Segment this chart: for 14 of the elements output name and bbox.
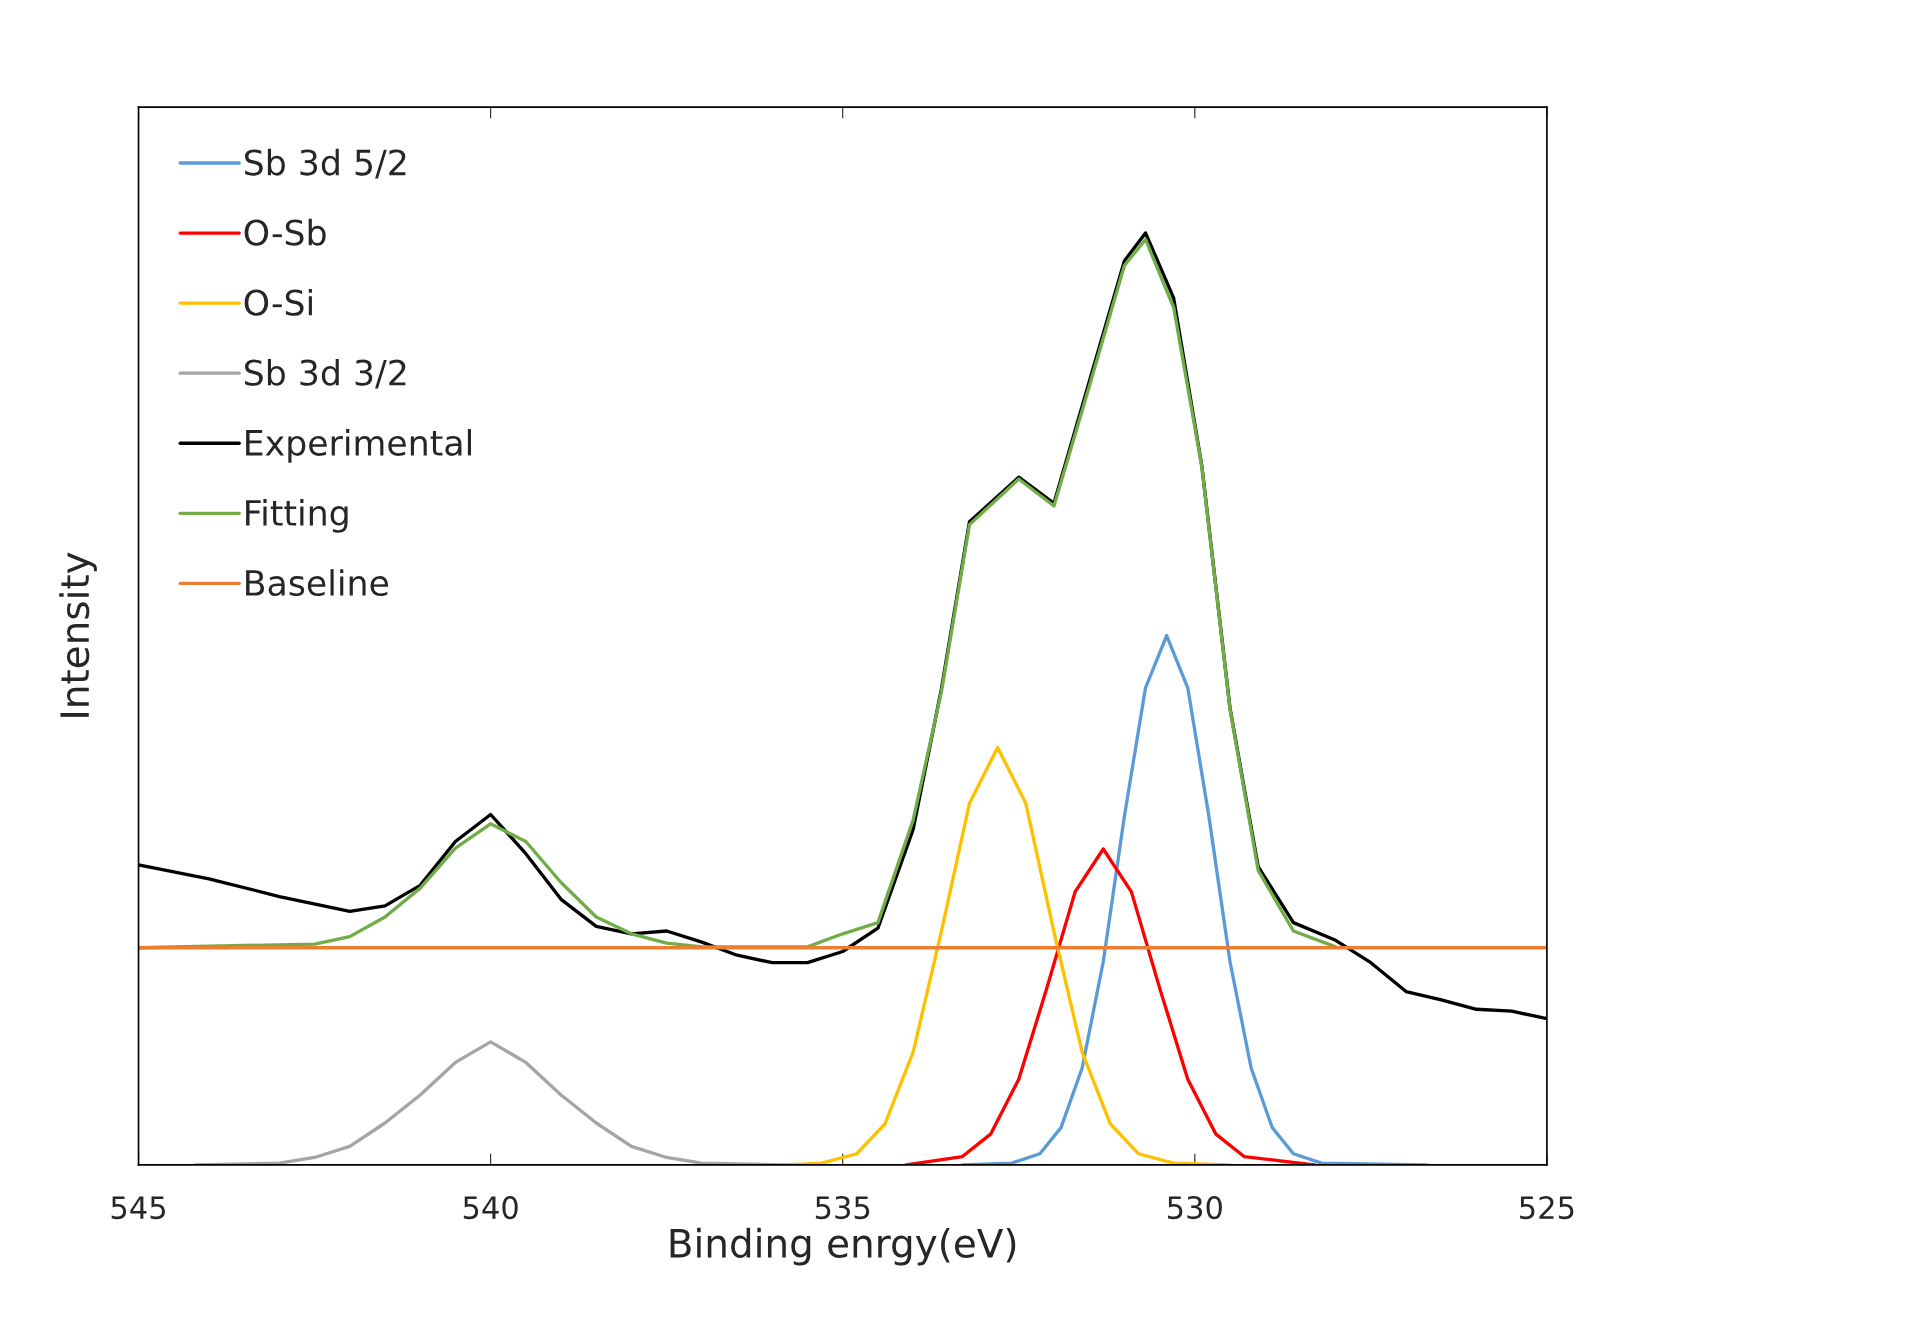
x-tick-label: 530 (1168, 1196, 1222, 1220)
y-axis-title: Intensity (59, 552, 97, 717)
legend-label: O-Sb (244, 218, 326, 246)
legend-label: Sb 3d 5/2 (244, 148, 406, 179)
x-axis-title: Binding enrgy(eV) (670, 1227, 1016, 1266)
legend-label: Baseline (246, 569, 389, 597)
legend-label: Experimental (246, 429, 471, 463)
x-tick-label: 525 (1520, 1196, 1574, 1220)
x-tick-label: 540 (463, 1196, 518, 1220)
legend-label: O-Si (244, 288, 312, 316)
x-tick-label: 535 (815, 1196, 870, 1220)
x-tick-label: 545 (111, 1196, 166, 1220)
legend-label: Fitting (246, 499, 348, 533)
legend-label: Sb 3d 3/2 (244, 358, 406, 389)
